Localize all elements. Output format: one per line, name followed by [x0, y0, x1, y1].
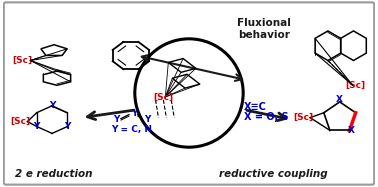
Text: Y = C, N: Y = C, N — [112, 125, 152, 134]
Text: 2 e reduction: 2 e reduction — [15, 169, 93, 179]
Text: Y: Y — [34, 122, 40, 131]
Text: X≡C: X≡C — [244, 102, 267, 112]
Text: [Sc]: [Sc] — [11, 117, 31, 126]
Text: reductive coupling: reductive coupling — [219, 169, 328, 179]
Circle shape — [135, 39, 243, 147]
Text: X = O, S: X = O, S — [244, 112, 289, 122]
Text: Y: Y — [113, 115, 119, 124]
Text: [Sc]: [Sc] — [12, 56, 33, 65]
Text: X: X — [348, 126, 355, 135]
Text: [Sc]: [Sc] — [153, 92, 174, 102]
Text: Y: Y — [131, 109, 137, 118]
Text: Y: Y — [144, 115, 151, 124]
Text: X: X — [336, 95, 343, 104]
Text: [Sc]: [Sc] — [293, 113, 313, 122]
Text: Y: Y — [64, 122, 71, 131]
FancyBboxPatch shape — [4, 2, 374, 185]
Text: Fluxional
behavior: Fluxional behavior — [237, 18, 291, 40]
Text: Y: Y — [49, 101, 55, 110]
Text: [Sc]: [Sc] — [345, 81, 366, 90]
